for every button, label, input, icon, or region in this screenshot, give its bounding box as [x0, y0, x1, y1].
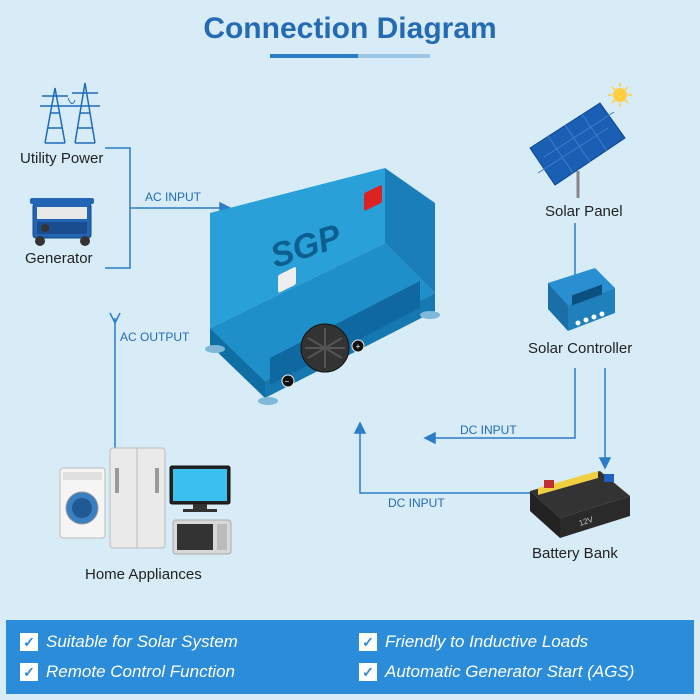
- edge-label-dc-input-2: DC INPUT: [388, 496, 445, 510]
- feature-item: ✓ Suitable for Solar System: [12, 628, 349, 656]
- check-icon: ✓: [20, 633, 38, 651]
- edge-label-dc-input-1: DC INPUT: [460, 423, 517, 437]
- svg-text:−: −: [285, 377, 290, 386]
- svg-text:+: +: [356, 342, 361, 351]
- feature-label: Automatic Generator Start (AGS): [385, 662, 634, 682]
- edge-label-ac-output: AC OUTPUT: [120, 330, 189, 344]
- edge-label-ac-input: AC INPUT: [145, 190, 201, 204]
- utility-power-icon: [30, 78, 110, 153]
- features-panel: ✓ Suitable for Solar System ✓ Friendly t…: [6, 620, 694, 694]
- check-icon: ✓: [20, 663, 38, 681]
- feature-label: Remote Control Function: [46, 662, 235, 682]
- page-title: Connection Diagram: [0, 12, 700, 46]
- generator-icon: [25, 188, 100, 253]
- feature-item: ✓ Friendly to Inductive Loads: [351, 628, 688, 656]
- connection-diagram: Utility Power Generator: [0, 68, 700, 608]
- battery-bank-label: Battery Bank: [532, 545, 618, 562]
- home-appliances-icon: [55, 438, 245, 573]
- battery-bank-icon: 12V: [520, 456, 640, 551]
- solar-controller-icon: [540, 263, 625, 343]
- home-appliances-label: Home Appliances: [85, 566, 202, 583]
- feature-item: ✓ Remote Control Function: [12, 658, 349, 686]
- feature-label: Suitable for Solar System: [46, 632, 238, 652]
- check-icon: ✓: [359, 633, 377, 651]
- feature-label: Friendly to Inductive Loads: [385, 632, 588, 652]
- title-underline: [270, 54, 430, 58]
- solar-controller-label: Solar Controller: [528, 340, 632, 357]
- utility-power-label: Utility Power: [20, 150, 103, 167]
- feature-item: ✓ Automatic Generator Start (AGS): [351, 658, 688, 686]
- solar-panel-label: Solar Panel: [545, 203, 623, 220]
- check-icon: ✓: [359, 663, 377, 681]
- inverter-icon: − + SGP: [180, 163, 460, 418]
- generator-label: Generator: [25, 250, 93, 267]
- solar-panel-icon: [520, 83, 640, 203]
